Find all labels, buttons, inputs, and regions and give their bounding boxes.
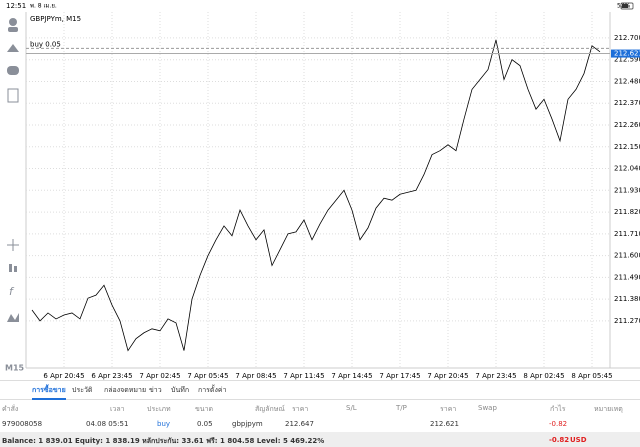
status-bar (0, 0, 640, 12)
icon-indicators[interactable]: f (9, 285, 15, 298)
tab[interactable]: การตั้งค่า (198, 386, 227, 394)
order-type: buy (157, 420, 171, 428)
chart-area: 12:51 พ. 8 เม.ย. 52% f M15 GBPJPYm, M15 … (0, 0, 640, 380)
summary-profit: -0.82 (549, 436, 570, 444)
y-tick-label: 212.150 (614, 143, 640, 151)
bid-label: 212.621 (614, 50, 640, 58)
order-current-price: 212.621 (430, 420, 459, 428)
x-tick-label: 7 Apr 17:45 (379, 372, 420, 380)
column-header: ขนาด (195, 405, 214, 413)
tab[interactable]: กล่องจดหมาย (104, 386, 147, 394)
icon-account[interactable] (9, 18, 17, 26)
chart-symbol: GBPJPYm, M15 (30, 15, 81, 23)
status-time: 12:51 (6, 2, 26, 10)
bid-box (611, 49, 640, 58)
x-tick-label: 7 Apr 14:45 (331, 372, 372, 380)
battery-icon (620, 2, 634, 10)
table-header: คำสั่ง เวลา ประเภท ขนาด สัญลักษณ์ ราคา S/L T/P ร… (0, 400, 640, 416)
order-label: buy 0.05 (30, 40, 61, 48)
tab-bar: การซื้อขาย ประวัติ กล่องจดหมาย ข่าว บันทึก กา… (0, 380, 640, 400)
summary-row: Balance: 1 839.01 Equity: 1 838.19 หลักป… (0, 432, 640, 447)
tab[interactable]: บันทึก (171, 386, 190, 394)
icon-candles-2 (14, 266, 17, 272)
column-header: หมายเหตุ (594, 405, 623, 413)
y-tick-label: 211.930 (614, 186, 640, 194)
x-tick-label: 6 Apr 23:45 (91, 372, 132, 380)
terminal: การซื้อขาย ประวัติ กล่องจดหมาย ข่าว บันทึก กา… (0, 380, 640, 447)
y-tick-label: 212.370 (614, 99, 640, 107)
y-tick-label: 211.380 (614, 295, 640, 303)
icon-account-body (8, 27, 18, 32)
icon-chat[interactable] (7, 66, 19, 75)
x-tick-label: 6 Apr 20:45 (43, 372, 84, 380)
column-header: คำสั่ง (2, 405, 19, 413)
timeframe-button[interactable]: M15 (5, 364, 25, 373)
x-tick-label: 7 Apr 08:45 (235, 372, 276, 380)
y-tick-label: 212.590 (614, 56, 640, 64)
x-tick-label: 8 Apr 05:45 (571, 372, 612, 380)
y-tick-label: 212.260 (614, 121, 640, 129)
order-size: 0.05 (197, 420, 213, 428)
x-tick-label: 7 Apr 20:45 (427, 372, 468, 380)
price-line-series (31, 39, 601, 352)
y-tick-label: 211.270 (614, 317, 640, 325)
x-tick-label: 7 Apr 23:45 (475, 372, 516, 380)
y-tick-label: 211.710 (614, 230, 640, 238)
icon-trade[interactable] (7, 44, 19, 52)
y-tick-label: 211.490 (614, 273, 640, 281)
x-tick-label: 7 Apr 02:45 (139, 372, 180, 380)
column-header: T/P (396, 404, 407, 412)
y-tick-label: 212.040 (614, 165, 640, 173)
y-tick-label: 212.700 (614, 34, 640, 42)
column-header: เวลา (110, 405, 125, 413)
column-header: สัญลักษณ์ (255, 405, 285, 413)
left-toolbar: f (7, 18, 19, 322)
y-tick-label: 211.600 (614, 252, 640, 260)
order-price: 212.647 (285, 420, 314, 428)
column-header: ประเภท (147, 405, 171, 413)
column-header: Swap (478, 404, 497, 412)
icon-crosshair[interactable] (7, 239, 19, 251)
tab[interactable]: ข่าว (149, 386, 162, 394)
y-tick-label: 212.480 (614, 77, 640, 85)
x-tick-label: 7 Apr 11:45 (283, 372, 324, 380)
icon-candles[interactable] (9, 264, 12, 272)
order-row[interactable]: 979008058 04.08 05:51 buy 0.05 gbpjpym 2… (0, 416, 640, 432)
battery-level (622, 4, 628, 8)
order-time: 04.08 05:51 (86, 420, 129, 428)
column-header: ราคา (292, 405, 309, 413)
x-tick-label: 8 Apr 02:45 (523, 372, 564, 380)
column-header: กำไร (550, 405, 566, 413)
column-header: ราคา (440, 405, 457, 413)
y-tick-label: 211.820 (614, 208, 640, 216)
order-profit: -0.82 (549, 420, 568, 428)
summary-currency: USD (570, 436, 587, 444)
icon-objects[interactable] (7, 313, 19, 322)
tab[interactable]: การซื้อขาย (32, 385, 66, 400)
tab[interactable]: ประวัติ (72, 386, 93, 394)
order-id: 979008058 (2, 420, 43, 428)
icon-new[interactable] (7, 88, 19, 103)
column-header: S/L (346, 404, 357, 412)
x-tick-label: 7 Apr 05:45 (187, 372, 228, 380)
order-symbol: gbpjpym (232, 420, 263, 428)
status-date: พ. 8 เม.ย. (30, 3, 57, 10)
summary-text: Balance: 1 839.01 Equity: 1 838.19 หลักป… (2, 437, 325, 445)
